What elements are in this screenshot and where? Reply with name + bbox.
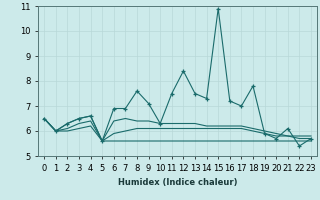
X-axis label: Humidex (Indice chaleur): Humidex (Indice chaleur) — [118, 178, 237, 187]
